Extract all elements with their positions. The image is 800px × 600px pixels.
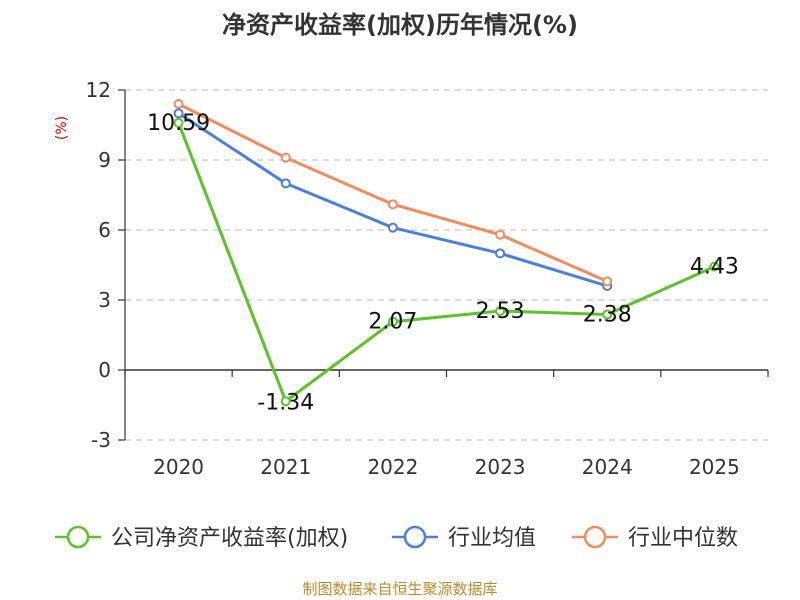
y-tick-label-3: 3	[98, 288, 111, 312]
legend-label-1: 行业均值	[448, 526, 536, 551]
legend-item-0: 公司净资产收益率(加权)	[55, 525, 348, 551]
point-s2-2020	[173, 99, 184, 109]
series-2	[173, 99, 613, 287]
axes	[118, 89, 769, 441]
point-s0-2020	[173, 117, 184, 128]
x-tick-label-2021: 2021	[260, 455, 311, 479]
series-line-0	[177, 122, 716, 403]
legend-swatch-marker-0	[66, 525, 90, 549]
data-label-2022: 2.07	[368, 310, 417, 335]
series-lines	[173, 99, 720, 407]
point-s2-2023	[495, 229, 506, 240]
y-tick-label-0: 12	[86, 78, 111, 102]
point-s0-2022	[387, 316, 398, 327]
y-tick-label-5: -3	[91, 428, 111, 452]
x-tick-labels: 2020 2021 2022 2023 2024 2025	[153, 455, 740, 479]
legend-item-2: 行业中位数	[572, 525, 738, 551]
data-label-2025: 4.43	[690, 255, 739, 280]
point-s2-2021	[280, 152, 291, 163]
gridlines	[125, 89, 768, 441]
series-0	[173, 117, 720, 407]
point-s2-2022	[387, 199, 398, 210]
data-labels: 10.59 -1.34 2.07 2.53 2.38 4.43	[147, 111, 739, 415]
x-tick-label-2020: 2020	[153, 455, 204, 479]
data-label-2024: 2.38	[583, 302, 632, 327]
point-s1-2021	[280, 178, 291, 189]
y-tick-labels: 12 9 6 3 0 -3	[86, 78, 111, 452]
legend-item-1: 行业均值	[392, 525, 536, 551]
x-tick-label-2022: 2022	[367, 455, 418, 479]
point-s0-2021	[280, 396, 291, 407]
point-s0-2023	[495, 305, 506, 316]
data-label-2023: 2.53	[476, 299, 525, 324]
point-s1-2023	[495, 248, 506, 259]
point-s0-2024	[602, 309, 613, 320]
x-tick-label-2024: 2024	[582, 455, 633, 479]
x-tick-label-2023: 2023	[475, 455, 526, 479]
point-s1-2020	[173, 108, 184, 119]
source-note: 制图数据来自恒生聚源数据库	[302, 580, 497, 598]
chart-title: 净资产收益率(加权)历年情况(%)	[222, 11, 578, 39]
legend-label-2: 行业中位数	[628, 526, 738, 551]
y-tick-label-4: 0	[98, 358, 111, 382]
y-axis-unit: (%)	[54, 116, 70, 140]
y-tick-label-1: 9	[98, 148, 111, 172]
legend-swatch-marker-2	[583, 525, 607, 549]
point-s2-2024	[602, 276, 613, 287]
point-s1-2022	[387, 222, 398, 233]
data-label-2020: 10.59	[147, 111, 210, 136]
legend-label-0: 公司净资产收益率(加权)	[111, 526, 348, 551]
legend: 公司净资产收益率(加权) 行业均值 行业中位数	[55, 525, 738, 551]
point-s0-2025	[709, 261, 720, 272]
x-tick-label-2025: 2025	[689, 455, 740, 479]
legend-swatch-marker-1	[403, 525, 427, 549]
series-line-2	[177, 102, 608, 283]
y-tick-label-2: 6	[98, 218, 111, 242]
data-label-2021: -1.34	[257, 390, 314, 415]
